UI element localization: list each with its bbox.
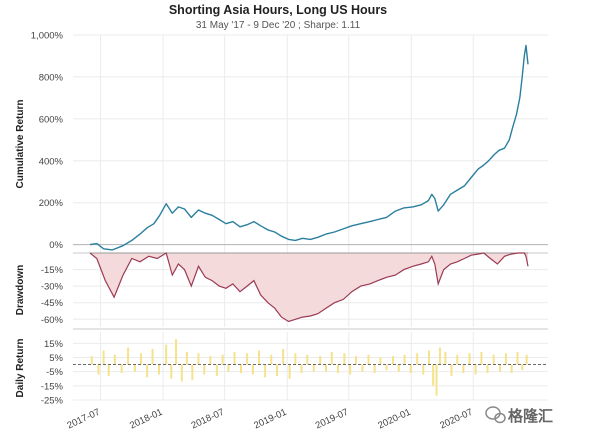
y-tick-label: 1,000% xyxy=(31,31,64,42)
chart-subtitle: 31 May '17 - 9 Dec '20 ; Sharpe: 1.11 xyxy=(196,20,361,31)
series-layer xyxy=(73,44,548,396)
watermark-text: 格隆汇 xyxy=(508,407,553,425)
wechat-icon xyxy=(485,406,506,424)
y-tick-label: 0% xyxy=(49,240,63,251)
y-tick-labels: 0% 200% 400% 600% 800% 1,000% -15% -30% -45% -60%… xyxy=(31,31,64,407)
x-tick-label: 2018-01 xyxy=(128,407,164,432)
y-tick-label: 800% xyxy=(39,72,64,83)
x-tick-label: 2019-07 xyxy=(314,407,350,432)
grid-layer xyxy=(73,34,548,401)
drawdown-axis-label: Drawdown xyxy=(15,265,26,316)
drawdown-line xyxy=(89,252,529,323)
y-tick-label: -15% xyxy=(41,265,64,276)
y-tick-label: -5% xyxy=(46,367,63,378)
daily-return-axis-label: Daily Return xyxy=(15,339,26,398)
drawdown-area xyxy=(90,253,528,322)
x-tick-label: 2018-07 xyxy=(190,407,226,432)
y-tick-label: -15% xyxy=(41,381,64,392)
y-tick-label: 600% xyxy=(39,114,64,125)
cumulative-return-axis-label: Cumulative Return xyxy=(15,100,26,189)
cumulative-return-line xyxy=(89,44,529,251)
y-tick-label: -30% xyxy=(41,282,64,293)
y-tick-label: -60% xyxy=(41,315,64,326)
x-tick-label: 2020-01 xyxy=(376,407,412,432)
x-tick-label: 2019-01 xyxy=(252,407,288,432)
x-tick-label: 2017-07 xyxy=(66,407,102,432)
x-tick-label: 2020-07 xyxy=(438,407,474,432)
y-tick-label: 200% xyxy=(39,198,64,209)
x-tick-labels: 2017-07 2018-01 2018-07 2019-01 2019-07 2020-… xyxy=(66,407,475,432)
y-tick-label: 5% xyxy=(49,353,63,364)
y-tick-label: 15% xyxy=(44,339,64,350)
y-tick-label: 400% xyxy=(39,156,64,167)
y-tick-label: -45% xyxy=(41,298,64,309)
watermark: 格隆汇 xyxy=(485,406,553,425)
y-tick-label: -25% xyxy=(41,396,64,407)
chart-title: Shorting Asia Hours, Long US Hours xyxy=(169,3,387,17)
